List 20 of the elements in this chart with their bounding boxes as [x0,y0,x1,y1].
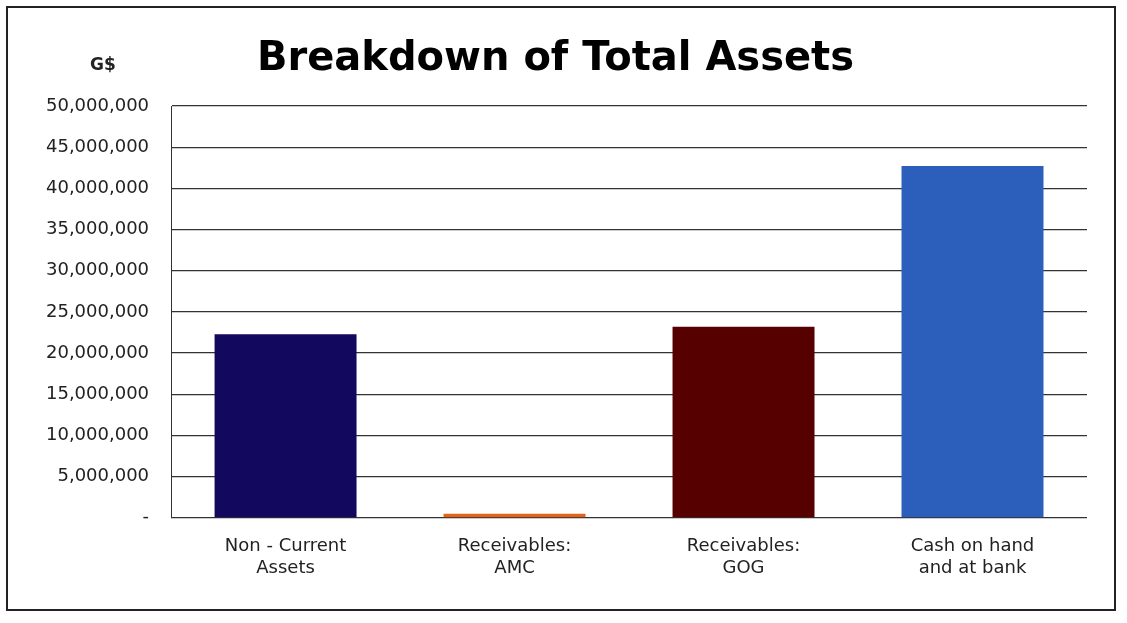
y-tick-label: 40,000,000 [46,176,150,198]
y-tick-label: 15,000,000 [46,381,150,403]
chart-title: Breakdown of Total Assets [256,33,855,80]
y-tick-label: 5,000,000 [57,464,150,486]
bar [672,326,815,518]
y-tick-label: 45,000,000 [46,134,150,156]
y-tick-label: 50,000,000 [46,93,150,115]
y-tick-label: 30,000,000 [46,258,150,280]
y-tick-label: - [142,505,150,527]
bar [901,166,1044,518]
x-tick-label: Receivables: GOG [686,534,801,577]
x-tick-label: Receivables: AMC [457,534,572,577]
y-tick-label: 10,000,000 [46,423,150,445]
y-tick-label: 35,000,000 [46,217,150,239]
y-axis-title: G$ [90,54,116,75]
x-tick-label: Non - Current Assets [224,534,347,577]
bar [214,334,357,518]
y-tick-label: 25,000,000 [46,299,150,321]
y-tick-label: 20,000,000 [46,340,150,362]
x-tick-label: Cash on hand and at bank [910,534,1035,577]
